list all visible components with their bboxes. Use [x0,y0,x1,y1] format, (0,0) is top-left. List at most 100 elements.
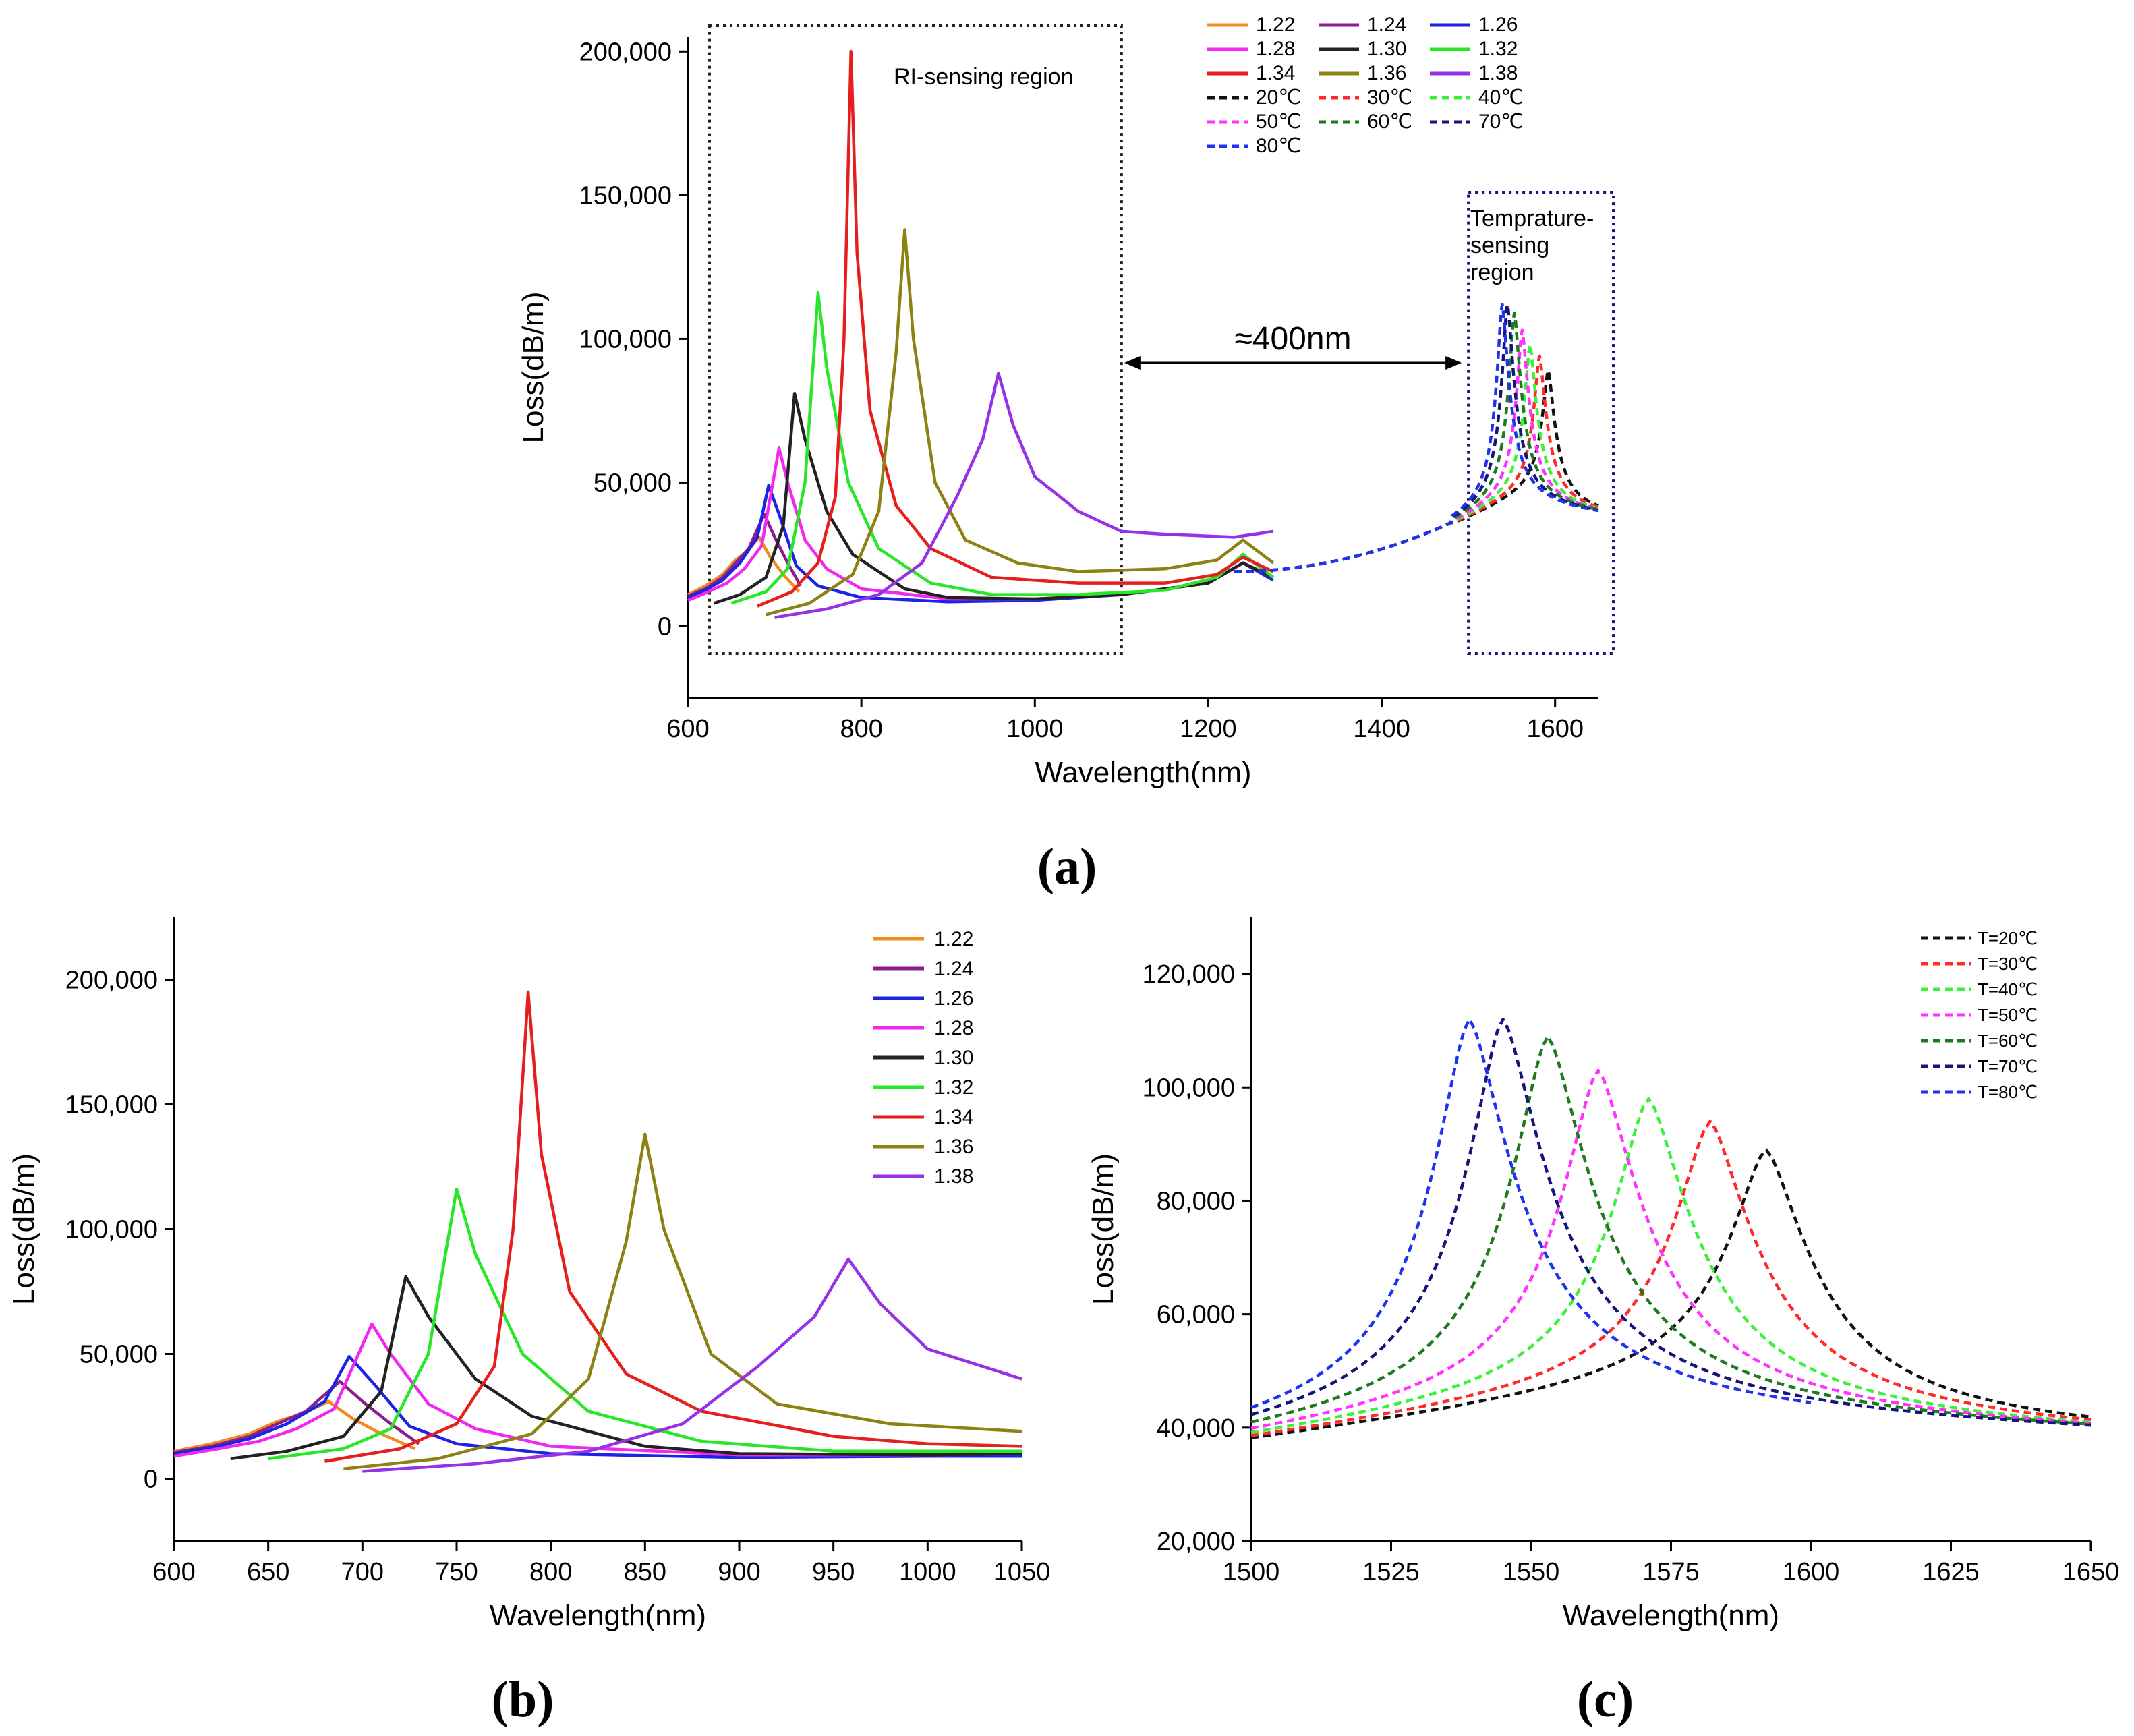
legend-label-T-60: T=60℃ [1978,1031,2038,1051]
x-tick-label: 600 [666,715,709,743]
series-line-1-30 [230,1275,1022,1461]
x-tick-label: 1625 [1922,1558,1980,1586]
legend-label-T-30: T=30℃ [1978,954,2038,974]
legend-label-40: 40℃ [1478,86,1524,109]
legend-label-T-80: T=80℃ [1978,1082,2038,1102]
series-line-1-32 [730,291,1275,605]
y-axis-title: Loss(dB/m) [7,1153,40,1305]
legend-label-1-38: 1.38 [1478,62,1518,84]
series-line-T-50 [1250,1068,2092,1430]
x-axis-title: Wavelength(nm) [490,1599,706,1632]
caption-a: (a) [1037,838,1097,895]
x-tick-label: 950 [812,1558,855,1586]
y-tick-label: 20,000 [1157,1528,1235,1556]
legend-label-T-50: T=50℃ [1978,1005,2038,1025]
gap-label: ≈400nm [1234,321,1351,357]
panel-a: 600 800 1000 1200 1400 1600 0 50,000 100,000 150,… [517,13,1615,895]
series-line-1-32 [268,1188,1022,1461]
legend-label-T-40: T=40℃ [1978,979,2038,1000]
x-tick-label: 600 [152,1558,195,1586]
legend-label-60: 60℃ [1367,111,1412,133]
series-line-T-20 [1250,1148,2092,1439]
series-line-1-26 [173,1354,1022,1459]
legend-a: 1.22 1.24 1.26 1.28 1.30 1.32 1.34 1.36 1.38 20℃ 3… [1207,13,1524,157]
x-tick-label: 800 [529,1558,572,1586]
series-line-1-34 [324,990,1022,1463]
temp-sensing-region-label: region [1470,260,1534,285]
legend-label-1-26: 1.26 [1478,13,1518,36]
y-tick-label: 0 [658,612,672,641]
legend-label-1-32: 1.32 [1478,38,1518,60]
legend-label-1-36: 1.36 [934,1136,973,1158]
legend-label-1-28: 1.28 [934,1017,973,1039]
series-line-T-60 [1250,1035,2092,1426]
legend-label-50: 50℃ [1256,111,1301,133]
legend-label-80: 80℃ [1256,135,1301,157]
series-line-1-22 [173,1399,416,1453]
y-tick-label: 40,000 [1157,1414,1235,1443]
x-tick-label: 900 [718,1558,760,1586]
caption-b: (b) [492,1671,554,1728]
x-tick-label: 1200 [1180,715,1237,743]
series-line-1-30 [713,392,1274,605]
y-tick-label: 50,000 [594,469,672,497]
x-tick-label: 650 [247,1558,289,1586]
y-tick-label: 0 [144,1466,158,1494]
ri-sensing-region-label: RI-sensing region [894,64,1073,90]
series-line-70 [1234,303,1599,573]
y-tick-label: 200,000 [579,38,672,66]
series-line-1-36 [766,228,1275,616]
x-tick-label: 800 [840,715,882,743]
x-tick-label: 1650 [2063,1558,2120,1586]
legend-label-1-34: 1.34 [1256,62,1295,84]
legend-label-1-30: 1.30 [1367,38,1406,60]
legend-label-1-34: 1.34 [934,1106,973,1128]
y-tick-label: 50,000 [80,1341,158,1369]
y-tick-label: 100,000 [65,1216,158,1244]
legend-label-T-70: T=70℃ [1978,1056,2038,1076]
gap-arrow-head-right [1445,356,1462,370]
x-tick-label: 700 [341,1558,384,1586]
x-tick-label: 1050 [993,1558,1051,1586]
gap-arrow-head-left [1124,356,1141,370]
x-tick-label: 1400 [1353,715,1410,743]
x-tick-label: 850 [624,1558,666,1586]
legend-label-1-24: 1.24 [934,958,973,980]
series-line-T-30 [1250,1120,2092,1437]
panel-c: 1500 1525 1550 1575 1600 1625 1650 20,000 40,000… [1087,917,2119,1728]
series-line-T-40 [1250,1097,2092,1435]
legend-label-1-26: 1.26 [934,987,973,1010]
x-tick-label: 750 [435,1558,478,1586]
y-tick-label: 150,000 [65,1091,158,1120]
legend-b: 1.22 1.24 1.26 1.28 1.30 1.32 1.34 1.36 1.38 [873,928,973,1188]
series-line-20 [1234,369,1599,573]
y-tick-label: 60,000 [1157,1301,1235,1329]
temp-sensing-region-label: sensing [1470,233,1549,258]
legend-label-1-22: 1.22 [934,928,973,950]
x-tick-label: 1600 [1526,715,1584,743]
legend-label-1-38: 1.38 [934,1165,973,1188]
y-tick-label: 100,000 [1143,1074,1235,1102]
legend-label-T-20: T=20℃ [1978,928,2038,948]
series-line-80 [1234,303,1599,573]
series-line-1-28 [687,446,1274,602]
legend-label-1-28: 1.28 [1256,38,1295,60]
series-line-30 [1234,354,1599,573]
y-tick-label: 100,000 [579,325,672,353]
temp-sensing-region-label: Temprature- [1470,206,1594,231]
series-line-1-22 [687,536,801,596]
x-axis-title: Wavelength(nm) [1563,1599,1779,1632]
y-tick-label: 80,000 [1157,1187,1235,1215]
legend-label-1-24: 1.24 [1367,13,1406,36]
series-line-T-80 [1250,1018,1812,1410]
legend-label-1-22: 1.22 [1256,13,1295,36]
legend-label-20: 20℃ [1256,86,1301,109]
series-line-1-38 [774,372,1274,619]
legend-label-1-36: 1.36 [1367,62,1406,84]
legend-label-1-30: 1.30 [934,1047,973,1069]
x-tick-label: 1500 [1223,1558,1280,1586]
x-tick-label: 1525 [1362,1558,1420,1586]
x-tick-label: 1575 [1642,1558,1700,1586]
x-tick-label: 1550 [1503,1558,1560,1586]
